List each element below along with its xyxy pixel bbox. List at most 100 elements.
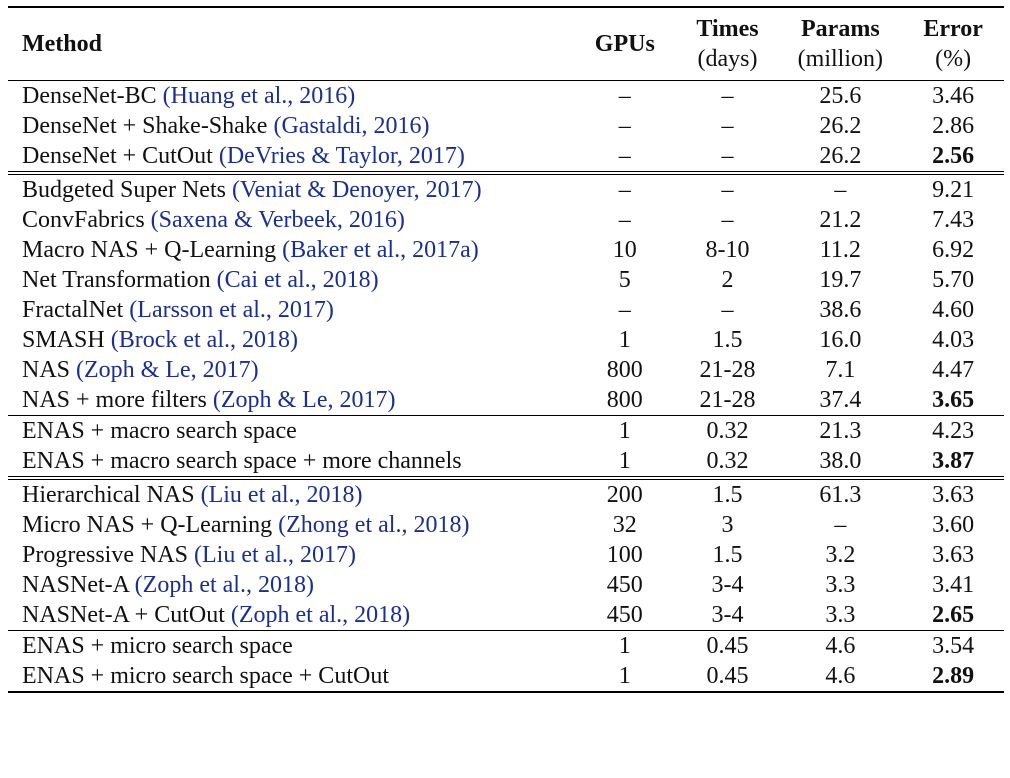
row-group: Budgeted Super Nets (Veniat & Denoyer, 2… (8, 171, 1004, 416)
gpus-cell: 1 (618, 327, 631, 353)
error-cell: 3.41 (932, 572, 975, 598)
table-row: NASNet-A + CutOut (Zoph et al., 2018) 450… (8, 600, 1004, 631)
method-cell: ENAS + macro search space + more channel… (8, 446, 573, 478)
method-name: SMASH (22, 327, 111, 353)
error-cell: 3.54 (902, 630, 1004, 661)
citation-link[interactable]: (Zoph et al., 2018) (134, 572, 314, 598)
method-name: ENAS + micro search space + CutOut (22, 663, 389, 689)
citation-link[interactable]: (Liu et al., 2017) (194, 542, 356, 568)
citation-link[interactable]: (Cai et al., 2018) (216, 267, 379, 293)
params-cell: 38.6 (819, 297, 862, 323)
gpus-cell: – (618, 297, 631, 323)
method-name: NASNet-A (22, 572, 135, 598)
row-group: Hierarchical NAS (Liu et al., 2018) 200 1.… (8, 476, 1004, 631)
error-cell: 7.43 (932, 207, 975, 233)
times-cell: 21-28 (699, 387, 756, 413)
citation-link[interactable]: (Huang et al., 2016) (162, 83, 356, 109)
method-name: DenseNet + Shake-Shake (22, 113, 274, 139)
times-cell: 3-4 (711, 602, 744, 628)
times-cell: 0.45 (676, 630, 779, 661)
header-method-label: Method (22, 31, 102, 57)
params-cell: 4.6 (778, 661, 903, 693)
times-cell: – (721, 207, 734, 233)
error-cell: 3.63 (902, 476, 1004, 510)
error-cell: 9.21 (902, 171, 1004, 205)
gpus-cell: – (618, 143, 631, 169)
gpus-cell: 450 (606, 602, 643, 628)
params-cell: 26.2 (819, 113, 862, 139)
header-error-label: Error (923, 16, 983, 42)
error-cell: 3.60 (932, 512, 975, 538)
error-cell: 4.60 (932, 297, 975, 323)
table-row: ENAS + micro search space + CutOut 1 0.45 4… (8, 661, 1004, 693)
citation-link[interactable]: (Brock et al., 2018) (110, 327, 298, 353)
method-name: DenseNet + CutOut (22, 143, 219, 169)
row-group: DenseNet-BC (Huang et al., 2016) – –25.6 3.… (8, 80, 1004, 174)
table-row: Micro NAS + Q-Learning (Zhong et al., 20… (8, 510, 1004, 540)
method-name: ENAS + macro search space (22, 418, 297, 444)
times-cell: – (721, 297, 734, 323)
times-cell: – (676, 80, 779, 111)
gpus-cell: – (618, 113, 631, 139)
method-name: ConvFabrics (22, 207, 151, 233)
method-cell: DenseNet + CutOut (DeVries & Taylor, 201… (8, 141, 573, 173)
table-row: DenseNet-BC (Huang et al., 2016) – –25.6 3.… (8, 80, 1004, 111)
citation-link[interactable]: (Liu et al., 2018) (200, 482, 363, 508)
citation-link[interactable]: (Zhong et al., 2018) (278, 512, 470, 538)
method-cell: NASNet-A (Zoph et al., 2018) (8, 570, 573, 600)
times-cell: – (721, 113, 734, 139)
method-name: Budgeted Super Nets (22, 177, 232, 203)
citation-link[interactable]: (Gastaldi, 2016) (273, 113, 430, 139)
method-cell: Macro NAS + Q-Learning (Baker et al., 20… (8, 235, 573, 265)
citation-link[interactable]: (DeVries & Taylor, 2017) (218, 143, 465, 169)
header-times-unit: (days) (697, 46, 758, 72)
table-row: Hierarchical NAS (Liu et al., 2018) 200 1.… (8, 476, 1004, 510)
citation-link[interactable]: (Larsson et al., 2017) (129, 297, 334, 323)
header-error-unit: (%) (935, 46, 972, 72)
citation-link[interactable]: (Veniat & Denoyer, 2017) (231, 177, 482, 203)
error-cell: 6.92 (932, 237, 975, 263)
times-cell: 1.5 (712, 327, 743, 353)
params-cell: 26.2 (819, 143, 862, 169)
gpus-cell: 450 (606, 572, 643, 598)
citation-link[interactable]: (Baker et al., 2017a) (282, 237, 479, 263)
method-cell: DenseNet-BC (Huang et al., 2016) (8, 80, 573, 111)
method-cell: NAS (Zoph & Le, 2017) (8, 355, 573, 385)
header-times: Times (days) (676, 6, 779, 81)
method-name: Progressive NAS (22, 542, 194, 568)
gpus-cell: – (572, 80, 677, 111)
params-cell: 61.3 (778, 476, 903, 510)
header-row: Method GPUs Times (days) Params (million… (8, 6, 1004, 81)
error-cell: 3.87 (932, 448, 975, 474)
params-cell: 4.6 (778, 630, 903, 661)
gpus-cell: 800 (606, 387, 643, 413)
citation-link[interactable]: (Zoph & Le, 2017) (212, 387, 396, 413)
method-cell: Net Transformation (Cai et al., 2018) (8, 265, 573, 295)
params-cell: 19.7 (819, 267, 862, 293)
error-cell: 3.65 (932, 387, 975, 413)
header-times-label: Times (696, 16, 759, 42)
header-method: Method (8, 6, 573, 81)
method-cell: ConvFabrics (Saxena & Verbeek, 2016) (8, 205, 573, 235)
citation-link[interactable]: (Saxena & Verbeek, 2016) (150, 207, 405, 233)
method-cell: DenseNet + Shake-Shake (Gastaldi, 2016) (8, 111, 573, 141)
method-cell: Micro NAS + Q-Learning (Zhong et al., 20… (8, 510, 573, 540)
params-cell: 21.3 (778, 415, 903, 446)
gpus-cell: 5 (618, 267, 631, 293)
times-cell: 1.5 (676, 476, 779, 510)
citation-link[interactable]: (Zoph et al., 2018) (230, 602, 411, 628)
table-row: Macro NAS + Q-Learning (Baker et al., 20… (8, 235, 1004, 265)
times-cell: 3 (721, 512, 734, 538)
header-gpus-label: GPUs (594, 31, 655, 57)
method-name: Net Transformation (22, 267, 217, 293)
method-cell: ENAS + micro search space (8, 630, 573, 661)
times-cell: 0.45 (676, 661, 779, 693)
method-name: DenseNet-BC (22, 83, 163, 109)
citation-link[interactable]: (Zoph & Le, 2017) (76, 357, 259, 383)
table-row: DenseNet + CutOut (DeVries & Taylor, 201… (8, 141, 1004, 173)
params-cell: 3.3 (825, 602, 856, 628)
method-name: NAS + more filters (22, 387, 213, 413)
error-cell: 3.63 (932, 542, 975, 568)
params-cell: – (778, 171, 903, 205)
method-name: Macro NAS + Q-Learning (22, 237, 283, 263)
